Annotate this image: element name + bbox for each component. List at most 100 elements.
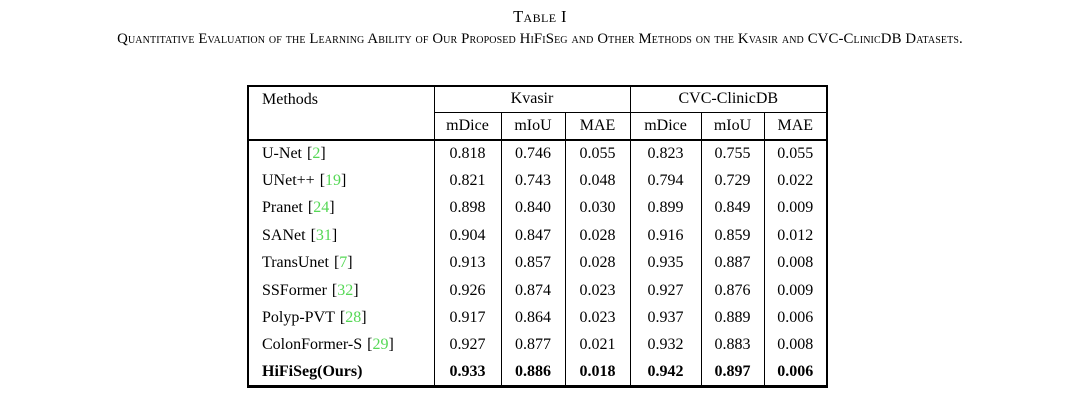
metric-value: 0.932 <box>630 331 702 360</box>
metric-value: 0.746 <box>501 140 566 168</box>
method-name: TransUnet <box>262 254 329 272</box>
metric-value: 0.055 <box>565 140 631 168</box>
metric-value: 0.006 <box>777 363 814 381</box>
method-cell: Pranet [24] <box>248 194 435 223</box>
cvc-miou-header: mIoU <box>701 112 765 141</box>
metric-value: 0.886 <box>501 359 566 387</box>
metric-value: 0.030 <box>565 194 631 223</box>
table-row: U-Net [2] 0.818 0.746 0.055 0.823 0.755 0… <box>248 140 827 168</box>
method-cell: Polyp-PVT [28] <box>248 304 435 332</box>
citation-close-bracket: ] <box>388 336 394 354</box>
metric-value: 0.904 <box>434 222 502 250</box>
cvc-mdice-header: mDice <box>630 112 702 141</box>
method-cell: SANet [31] <box>248 222 435 250</box>
citation-close-bracket: ] <box>353 281 359 299</box>
header-row-metrics: mDice mIoU MAE mDice mIoU MAE <box>248 112 828 141</box>
metric-value: 0.048 <box>565 167 631 195</box>
citation-close-bracket: ] <box>331 226 338 244</box>
method-name: Pranet <box>262 199 303 217</box>
citation-open-bracket: [ <box>306 145 313 163</box>
citation-close-bracket: ] <box>341 172 347 190</box>
table-row: HiFiSeg(Ours)[] 0.933 0.886 0.018 0.942 … <box>248 359 827 387</box>
table-caption: Quantitative Evaluation of the Learning … <box>117 31 963 47</box>
citation: [24] <box>308 199 335 216</box>
table-row: Polyp-PVT [28] 0.917 0.864 0.023 0.937 0.… <box>248 304 827 332</box>
metric-value: 0.743 <box>501 167 566 195</box>
citation-open-bracket: [ <box>307 199 314 217</box>
metric-value: 0.847 <box>501 222 566 250</box>
citation: [29] <box>367 336 394 353</box>
citation-number: 32 <box>337 281 354 299</box>
metric-value: 0.729 <box>701 167 765 195</box>
metric-value: 0.009 <box>777 281 814 299</box>
methods-column-header: Methods <box>248 86 435 141</box>
method-cell: ColonFormer-S [29] <box>248 331 435 360</box>
citation: [31] <box>311 227 338 244</box>
citation-close-bracket: ] <box>320 145 326 163</box>
metric-value: 0.877 <box>501 331 566 360</box>
metric-value: 0.028 <box>565 222 631 250</box>
table-title-block: Table I Quantitative Evaluation of the L… <box>0 7 1080 49</box>
citation-number: 7 <box>339 254 348 272</box>
citation: [32] <box>332 282 359 299</box>
metric-value: 0.018 <box>565 359 631 387</box>
citation: [28] <box>340 309 367 326</box>
metric-value: 0.840 <box>501 194 566 223</box>
metric-value: 0.755 <box>701 140 765 168</box>
results-table: Methods Kvasir CVC-ClinicDB mDice mIoU M… <box>247 85 829 389</box>
kvasir-mae-header: MAE <box>565 112 631 141</box>
method-cell: HiFiSeg(Ours)[] <box>248 359 435 387</box>
kvasir-group-header: Kvasir <box>434 86 631 113</box>
method-cell: TransUnet [7] <box>248 249 435 277</box>
metric-value: 0.898 <box>434 194 502 223</box>
citation-number: 24 <box>313 199 330 217</box>
metric-value: 0.008 <box>777 336 814 354</box>
citation: [7] <box>334 254 353 271</box>
citation-open-bracket: [ <box>367 336 373 354</box>
metric-value: 0.913 <box>434 249 502 277</box>
metric-value: 0.864 <box>501 304 566 332</box>
metric-value: 0.942 <box>630 359 702 387</box>
table-row: ColonFormer-S [29] 0.927 0.877 0.021 0.93… <box>248 331 827 360</box>
cvc-mae-header: MAE <box>764 112 828 141</box>
method-cell: UNet++ [19] <box>248 167 435 195</box>
metric-value: 0.006 <box>777 309 814 327</box>
metric-value: 0.012 <box>777 226 814 244</box>
metric-value: 0.883 <box>701 331 765 360</box>
metric-value: 0.055 <box>777 145 814 163</box>
citation-number: 19 <box>325 172 342 190</box>
citation-number: 2 <box>312 145 321 163</box>
table-row: UNet++ [19] 0.821 0.743 0.048 0.794 0.729… <box>248 167 827 195</box>
kvasir-mdice-header: mDice <box>434 112 502 141</box>
metric-value: 0.927 <box>434 331 502 360</box>
citation-close-bracket: ] <box>347 254 353 272</box>
method-name: U-Net <box>262 145 302 163</box>
citation-open-bracket: [ <box>339 309 346 327</box>
metric-value: 0.818 <box>434 140 502 168</box>
metric-value: 0.008 <box>777 254 814 272</box>
method-name: HiFiSeg(Ours) <box>262 363 363 381</box>
citation-open-bracket: [ <box>310 226 316 244</box>
metric-value: 0.849 <box>701 194 765 223</box>
kvasir-miou-header: mIoU <box>501 112 566 141</box>
citation-number: 29 <box>372 336 389 354</box>
citation-close-bracket: ] <box>361 309 367 327</box>
citation-number: 28 <box>345 309 362 327</box>
metric-value: 0.917 <box>434 304 502 332</box>
method-cell: U-Net [2] <box>248 140 435 168</box>
metric-value: 0.887 <box>701 249 765 277</box>
metric-value: 0.028 <box>565 249 631 277</box>
table-row: SSFormer [32] 0.926 0.874 0.023 0.927 0.8… <box>248 276 827 305</box>
metric-value: 0.916 <box>630 222 702 250</box>
metric-value: 0.823 <box>630 140 702 168</box>
metric-value: 0.023 <box>565 304 631 332</box>
metric-value: 0.021 <box>565 331 631 360</box>
metric-value: 0.897 <box>701 359 765 387</box>
cvc-clinicdb-group-header: CVC-ClinicDB <box>630 86 828 113</box>
method-name: SANet <box>262 226 306 244</box>
metric-value: 0.889 <box>701 304 765 332</box>
metric-value: 0.794 <box>630 167 702 195</box>
metric-value: 0.009 <box>777 199 814 217</box>
metric-value: 0.935 <box>630 249 702 277</box>
method-name: ColonFormer-S <box>262 336 363 354</box>
